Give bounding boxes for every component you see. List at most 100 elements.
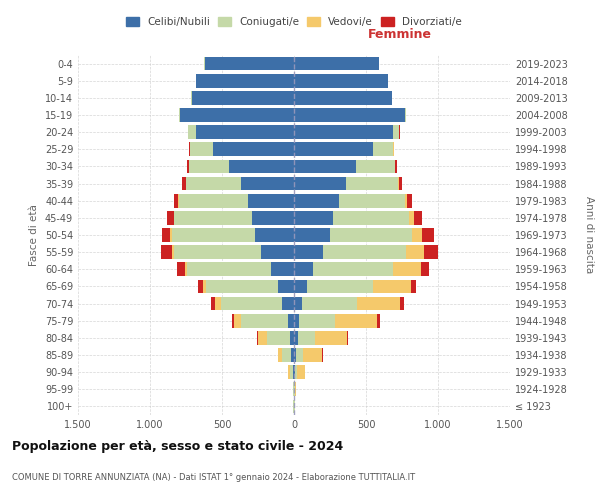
Bar (406, 246, 424, 259)
Bar (186, 176, 241, 190)
Bar (167, 211, 174, 224)
Bar (304, 348, 322, 362)
Bar (294, 348, 296, 362)
Bar (294, 91, 392, 104)
Bar (255, 228, 294, 242)
Bar (356, 296, 400, 310)
Bar (307, 280, 373, 293)
Bar (174, 211, 175, 224)
Bar (161, 246, 172, 259)
Bar (229, 160, 294, 173)
Bar (196, 74, 294, 88)
Bar (295, 382, 296, 396)
Bar (414, 211, 422, 224)
Bar (400, 296, 404, 310)
Bar (290, 331, 294, 344)
Bar (333, 211, 409, 224)
Bar (221, 296, 283, 310)
Bar (196, 126, 294, 139)
Bar (294, 246, 323, 259)
Bar (407, 194, 412, 207)
Bar (330, 228, 412, 242)
Bar (335, 314, 377, 328)
Bar (299, 314, 335, 328)
Bar (296, 348, 304, 362)
Bar (234, 314, 241, 328)
Bar (294, 331, 298, 344)
Bar (422, 228, 434, 242)
Bar (172, 246, 175, 259)
Y-axis label: Anni di nascita: Anni di nascita (584, 196, 595, 274)
Bar (295, 366, 298, 379)
Bar (179, 194, 248, 207)
Bar (399, 176, 402, 190)
Bar (161, 228, 170, 242)
Bar (294, 262, 313, 276)
Bar (266, 331, 290, 344)
Bar (294, 160, 356, 173)
Bar (252, 211, 294, 224)
Text: Femmine: Femmine (368, 28, 432, 40)
Bar (346, 176, 398, 190)
Bar (179, 108, 180, 122)
Bar (214, 142, 294, 156)
Bar (189, 160, 229, 173)
Bar (248, 194, 294, 207)
Bar (398, 176, 399, 190)
Bar (421, 262, 430, 276)
Bar (293, 366, 294, 379)
Bar (356, 160, 395, 173)
Bar (258, 331, 266, 344)
Bar (174, 194, 178, 207)
Bar (294, 56, 379, 70)
Bar (294, 142, 373, 156)
Bar (294, 211, 333, 224)
Bar (215, 296, 221, 310)
Bar (395, 160, 397, 173)
Bar (241, 314, 287, 328)
Bar (188, 126, 196, 139)
Bar (338, 194, 405, 207)
Bar (175, 246, 261, 259)
Bar (182, 176, 186, 190)
Bar (178, 262, 185, 276)
Bar (185, 262, 187, 276)
Y-axis label: Fasce di età: Fasce di età (29, 204, 39, 266)
Bar (257, 331, 258, 344)
Bar (241, 176, 294, 190)
Bar (180, 108, 294, 122)
Bar (394, 126, 399, 139)
Text: Popolazione per età, sesso e stato civile - 2024: Popolazione per età, sesso e stato civil… (12, 440, 343, 453)
Bar (377, 314, 380, 328)
Bar (294, 280, 307, 293)
Bar (271, 262, 294, 276)
Bar (294, 74, 388, 88)
Bar (288, 366, 290, 379)
Bar (412, 228, 422, 242)
Bar (298, 331, 315, 344)
Bar (302, 296, 356, 310)
Bar (203, 280, 206, 293)
Bar (394, 262, 421, 276)
Bar (205, 56, 294, 70)
Bar (287, 314, 294, 328)
Bar (294, 366, 295, 379)
Bar (294, 194, 338, 207)
Bar (191, 91, 192, 104)
Bar (187, 160, 189, 173)
Bar (290, 366, 293, 379)
Bar (409, 211, 414, 224)
Bar (206, 280, 278, 293)
Bar (294, 296, 302, 310)
Bar (294, 176, 346, 190)
Bar (192, 91, 294, 104)
Bar (283, 348, 291, 362)
Bar (283, 296, 294, 310)
Bar (294, 108, 405, 122)
Bar (410, 280, 416, 293)
Bar (294, 228, 330, 242)
Bar (298, 366, 305, 379)
Bar (347, 331, 348, 344)
Bar (373, 142, 394, 156)
Bar (405, 108, 406, 122)
